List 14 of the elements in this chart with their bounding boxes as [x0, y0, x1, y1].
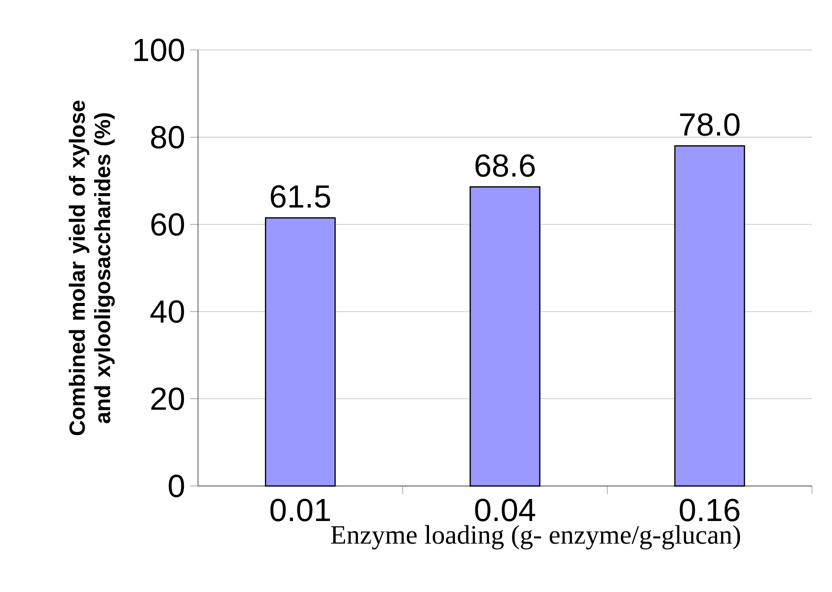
- x-tick-label: 0.16: [680, 498, 740, 522]
- data-label: 78.0: [680, 113, 740, 136]
- data-label: 68.6: [475, 154, 535, 177]
- y-axis-title: Combined molar yield of xylose and xylooligosaccharides (%): [68, 100, 115, 436]
- y-tick-label: 80: [151, 126, 184, 149]
- data-label: 61.5: [270, 185, 330, 208]
- y-tick-label: 60: [151, 213, 184, 236]
- y-tick-label: 40: [150, 300, 184, 323]
- y-tick-label: 0: [168, 474, 184, 498]
- x-tick-label: 0.01: [270, 498, 330, 522]
- y-tick-label: 20: [151, 387, 184, 410]
- y-tick-label: 100: [134, 38, 184, 62]
- x-axis-title: Enzyme loading (g- enzyme/g-glucan): [330, 525, 740, 550]
- x-tick-label: 0.04: [475, 498, 536, 522]
